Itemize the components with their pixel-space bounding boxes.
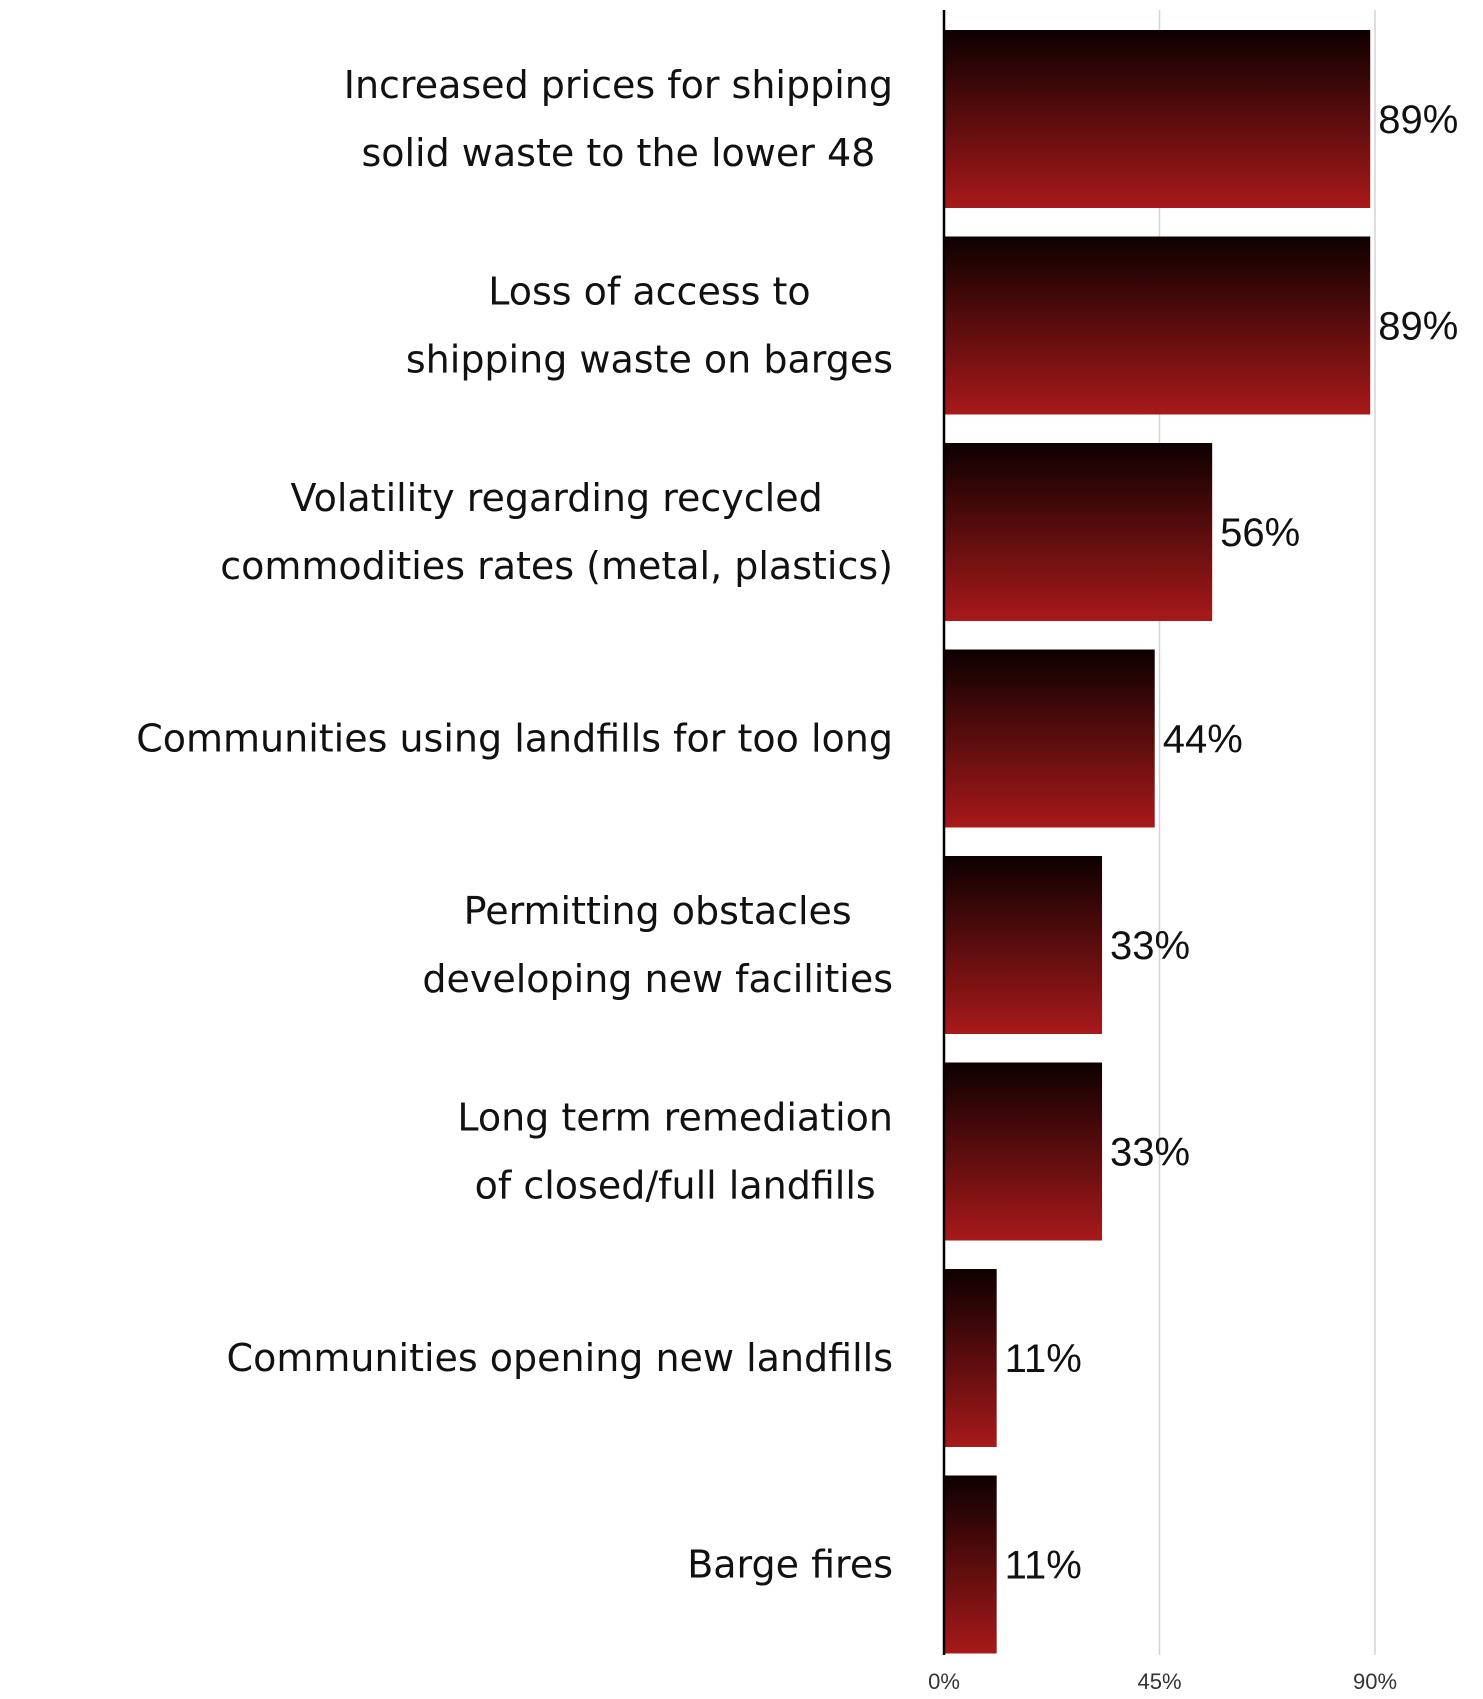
bar — [944, 649, 1155, 828]
value-label: 11% — [1005, 1337, 1082, 1381]
x-tick-label: 90% — [1353, 1669, 1397, 1694]
bar — [944, 856, 1103, 1034]
category-label: Barge fires — [687, 1543, 893, 1587]
value-labels: 89% 89% 56% 44% 33% 33% 11% 11% — [1005, 98, 1459, 1588]
category-label: Long term remediation of closed/full land… — [457, 1096, 893, 1208]
bar — [944, 443, 1213, 621]
x-axis-ticks: 0% 45% 90% — [928, 1669, 1397, 1694]
category-labels: Increased prices for shipping solid waste… — [136, 63, 893, 1587]
bar — [944, 1269, 997, 1447]
category-label: Permitting obstacles developing new facil… — [422, 889, 893, 1001]
bar — [944, 1475, 997, 1654]
value-label: 56% — [1220, 511, 1300, 555]
category-label: Loss of access to shipping waste on barge… — [406, 270, 893, 382]
value-label: 33% — [1110, 1131, 1190, 1175]
bar — [944, 30, 1371, 208]
category-label: Increased prices for shipping solid waste… — [344, 63, 893, 175]
x-tick-label: 45% — [1137, 1669, 1181, 1694]
category-label: Communities opening new landfills — [227, 1336, 893, 1380]
value-label: 11% — [1005, 1544, 1082, 1588]
x-tick-label: 0% — [928, 1669, 960, 1694]
value-label: 89% — [1378, 305, 1458, 349]
category-label: Volatility regarding recycled commodities… — [220, 476, 893, 588]
category-label: Communities using landfills for too long — [136, 717, 893, 761]
bar — [944, 1062, 1103, 1241]
value-label: 89% — [1378, 98, 1458, 142]
value-label: 44% — [1163, 718, 1243, 762]
value-label: 33% — [1110, 924, 1190, 968]
bars — [944, 30, 1371, 1654]
bar — [944, 236, 1371, 415]
